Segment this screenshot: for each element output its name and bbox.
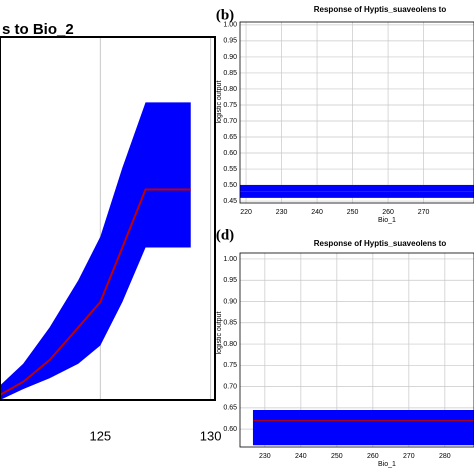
panel-label: (b) <box>216 7 234 23</box>
y-tick-label: 0.70 <box>223 118 237 125</box>
mean-line <box>0 188 191 396</box>
y-tick-label: 0.90 <box>223 298 237 305</box>
confidence-band <box>0 102 191 400</box>
confidence-band <box>252 409 474 446</box>
x-tick-label: 125 <box>89 428 111 443</box>
y-tick-label: 0.90 <box>223 54 237 61</box>
y-tick-label: 0.65 <box>223 134 237 141</box>
x-axis-label: Bio_1 <box>378 461 396 468</box>
y-tick-label: 0.75 <box>223 362 237 369</box>
y-tick-label: 0.65 <box>223 405 237 412</box>
y-tick-label: 0.85 <box>223 320 237 327</box>
y-tick-label: 1.00 <box>223 256 237 263</box>
chart-title: Response of Hyptis_suaveolens to <box>314 5 447 14</box>
x-tick-label: 260 <box>367 453 379 460</box>
plot-frame <box>239 252 474 448</box>
x-tick-label: 230 <box>259 453 271 460</box>
chart-title: s to Bio_2 <box>2 21 74 38</box>
chart-title: Response of Hyptis_suaveolens to <box>314 239 447 248</box>
y-tick-label: 0.75 <box>223 102 237 109</box>
y-tick-label: 0.60 <box>223 150 237 157</box>
y-tick-label: 0.60 <box>223 426 237 433</box>
plot-frame <box>239 21 474 204</box>
y-tick-label: 0.85 <box>223 70 237 77</box>
x-tick-label: 230 <box>276 209 288 216</box>
series <box>0 102 191 400</box>
y-tick-label: 0.80 <box>223 86 237 93</box>
y-tick-label: 0.55 <box>223 166 237 173</box>
y-tick-label: 0.80 <box>223 341 237 348</box>
y-axis-label: logistic output <box>216 312 223 355</box>
y-tick-label: 0.95 <box>223 277 237 284</box>
y-tick-label: 0.95 <box>223 38 237 45</box>
x-axis-label: Bio_1 <box>378 217 396 224</box>
x-tick-label: 130 <box>200 428 222 443</box>
x-tick-label: 280 <box>439 453 451 460</box>
x-tick-label: 240 <box>295 453 307 460</box>
x-tick-label: 250 <box>347 209 359 216</box>
x-tick-label: 270 <box>418 209 430 216</box>
y-axis-label: logistic output <box>216 81 223 124</box>
y-tick-label: 0.45 <box>223 198 237 205</box>
y-tick-label: 0.70 <box>223 383 237 390</box>
series <box>252 409 474 446</box>
y-tick-label: 1.00 <box>223 22 237 29</box>
x-tick-label: 270 <box>403 453 415 460</box>
x-tick-label: 260 <box>382 209 394 216</box>
x-tick-label: 250 <box>331 453 343 460</box>
x-tick-label: 220 <box>240 209 252 216</box>
y-tick-label: 0.50 <box>223 182 237 189</box>
x-tick-label: 240 <box>311 209 323 216</box>
panel-label: (d) <box>216 227 234 243</box>
plot-area <box>240 22 474 203</box>
plot-frame <box>0 36 216 401</box>
series <box>240 185 474 198</box>
